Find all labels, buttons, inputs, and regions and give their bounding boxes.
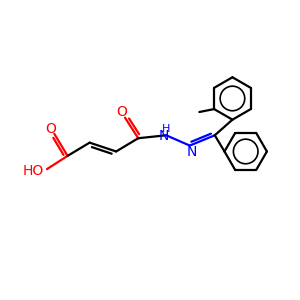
Text: O: O bbox=[45, 122, 56, 136]
Text: N: N bbox=[159, 129, 169, 143]
Text: O: O bbox=[116, 105, 127, 119]
Text: H: H bbox=[162, 124, 170, 134]
Text: N: N bbox=[187, 145, 197, 159]
Text: HO: HO bbox=[23, 164, 44, 178]
